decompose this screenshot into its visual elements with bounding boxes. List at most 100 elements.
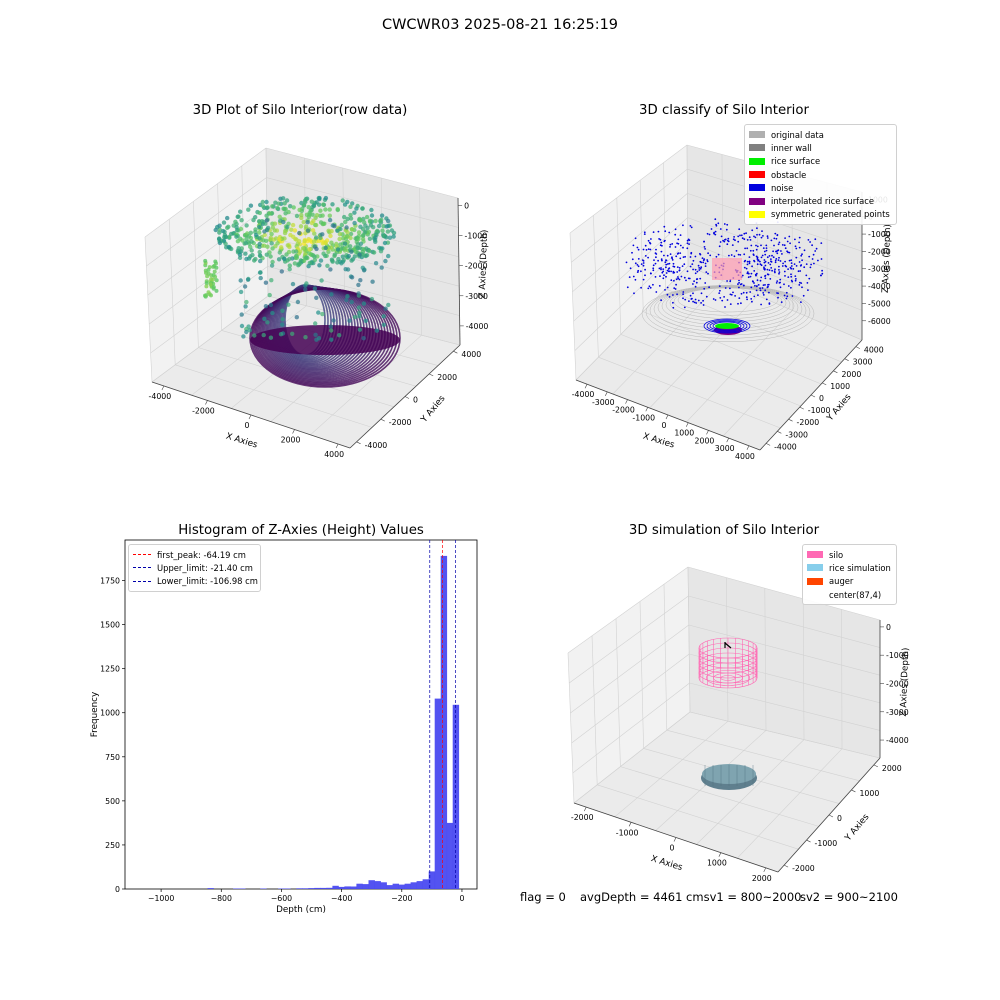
raw-point bbox=[270, 259, 275, 265]
cls-noise-point bbox=[678, 269, 681, 272]
legend-swatch bbox=[749, 157, 765, 165]
raw-point bbox=[263, 304, 269, 309]
raw-point bbox=[204, 284, 209, 289]
hist-y-tick: 750 bbox=[105, 753, 120, 762]
cls-noise-point bbox=[763, 266, 765, 269]
raw-point bbox=[287, 256, 292, 262]
sim-silo-floor-ring bbox=[705, 670, 751, 686]
raw-point bbox=[357, 314, 362, 319]
cls-noise-point bbox=[653, 259, 655, 261]
raw-point bbox=[223, 241, 228, 246]
cls-noise-point bbox=[820, 258, 823, 260]
cls-noise-point bbox=[777, 243, 780, 246]
cls-noise-point bbox=[640, 286, 642, 289]
raw-point bbox=[257, 241, 262, 247]
cls-noise-point bbox=[636, 264, 639, 266]
raw-point bbox=[262, 316, 267, 321]
raw-point bbox=[339, 261, 344, 266]
cls-noise-point bbox=[678, 278, 681, 281]
cls-noise-point bbox=[788, 235, 791, 238]
raw-point bbox=[386, 218, 391, 224]
cls-noise-point bbox=[769, 263, 772, 266]
cls-noise-point bbox=[677, 276, 679, 278]
hist-bar bbox=[416, 881, 423, 889]
cls-noise-point bbox=[717, 222, 720, 225]
cls-noise-point bbox=[761, 230, 763, 233]
cls-noise-point bbox=[787, 276, 790, 278]
cls-noise-point bbox=[774, 271, 776, 274]
sim-y-tick: 0 bbox=[837, 814, 842, 823]
cls-noise-point bbox=[729, 293, 732, 296]
cls-z-label: Z Axies (Depth) bbox=[881, 224, 893, 293]
hist-bar bbox=[380, 882, 387, 889]
raw-point bbox=[352, 220, 357, 226]
raw-point bbox=[226, 244, 231, 250]
hist-bar bbox=[446, 822, 454, 889]
legend-label: inner wall bbox=[771, 142, 812, 153]
cls-noise-point bbox=[772, 256, 775, 259]
raw-point bbox=[243, 240, 249, 246]
cls-noise-point bbox=[636, 246, 639, 249]
cls-noise-point bbox=[666, 254, 669, 257]
raw-point bbox=[277, 236, 282, 242]
raw-point bbox=[356, 236, 361, 242]
cls-noise-point bbox=[703, 240, 705, 243]
cls-noise-point bbox=[760, 236, 763, 239]
cls-noise-point bbox=[746, 239, 749, 241]
cls-noise-point bbox=[754, 236, 757, 239]
cls-noise-point bbox=[779, 278, 782, 281]
cls-noise-point bbox=[634, 278, 637, 281]
cls-noise-point bbox=[812, 253, 815, 256]
sim-silo-floor-ring bbox=[713, 672, 743, 684]
raw-point bbox=[328, 233, 333, 239]
cls-noise-point bbox=[738, 281, 740, 284]
cls-noise-point bbox=[652, 267, 655, 270]
raw-point bbox=[349, 227, 355, 232]
hist-x-tick: −600 bbox=[271, 894, 292, 903]
raw-point bbox=[239, 312, 244, 317]
cls-noise-point bbox=[710, 228, 713, 230]
cls-noise-point bbox=[786, 240, 789, 243]
cls-noise-point bbox=[720, 235, 723, 238]
raw-point bbox=[298, 224, 304, 229]
cls-noise-point bbox=[640, 270, 642, 273]
raw-point bbox=[327, 207, 332, 212]
cls-noise-point bbox=[771, 269, 773, 272]
raw-point bbox=[329, 229, 334, 234]
cls-noise-point bbox=[764, 284, 766, 286]
raw-point bbox=[250, 252, 255, 258]
cls-noise-point bbox=[791, 295, 794, 297]
hist-bar bbox=[296, 888, 303, 889]
cls-noise-point bbox=[709, 254, 712, 257]
cls-noise-point bbox=[636, 271, 639, 273]
hist-x-tick: −1000 bbox=[148, 894, 174, 903]
legend-swatch bbox=[807, 577, 823, 585]
cls-noise-point bbox=[679, 252, 682, 255]
legend-label: obstacle bbox=[771, 169, 807, 180]
raw-bowl-ring bbox=[249, 288, 401, 388]
sim-silo-floor-ring bbox=[720, 675, 736, 681]
cls-noise-point bbox=[665, 259, 668, 262]
cls-noise-point bbox=[714, 299, 717, 301]
cls-noise-point bbox=[666, 286, 669, 289]
cls-noise-point bbox=[747, 272, 750, 275]
cls-x-tick: -2000 bbox=[612, 406, 635, 415]
raw-point bbox=[378, 218, 383, 224]
cls-x-tick: 4000 bbox=[735, 452, 755, 461]
cls-noise-point bbox=[657, 230, 660, 233]
cls-noise-point bbox=[767, 262, 770, 264]
cls-noise-point bbox=[679, 234, 682, 237]
raw-point bbox=[335, 260, 340, 265]
histogram-title: Histogram of Z-Axies (Height) Values bbox=[178, 523, 424, 538]
cls-noise-point bbox=[748, 262, 751, 265]
cls-noise-point bbox=[803, 249, 806, 252]
cls-noise-point bbox=[750, 286, 753, 289]
raw-point bbox=[363, 223, 368, 228]
cls-noise-point bbox=[719, 297, 722, 299]
legend-item: Lower_limit: -106.98 cm bbox=[133, 575, 258, 588]
cls-noise-point bbox=[788, 259, 791, 262]
cls-noise-point bbox=[699, 277, 702, 280]
cls-noise-point bbox=[763, 250, 766, 253]
raw-point bbox=[327, 217, 333, 223]
raw-point bbox=[269, 278, 274, 283]
